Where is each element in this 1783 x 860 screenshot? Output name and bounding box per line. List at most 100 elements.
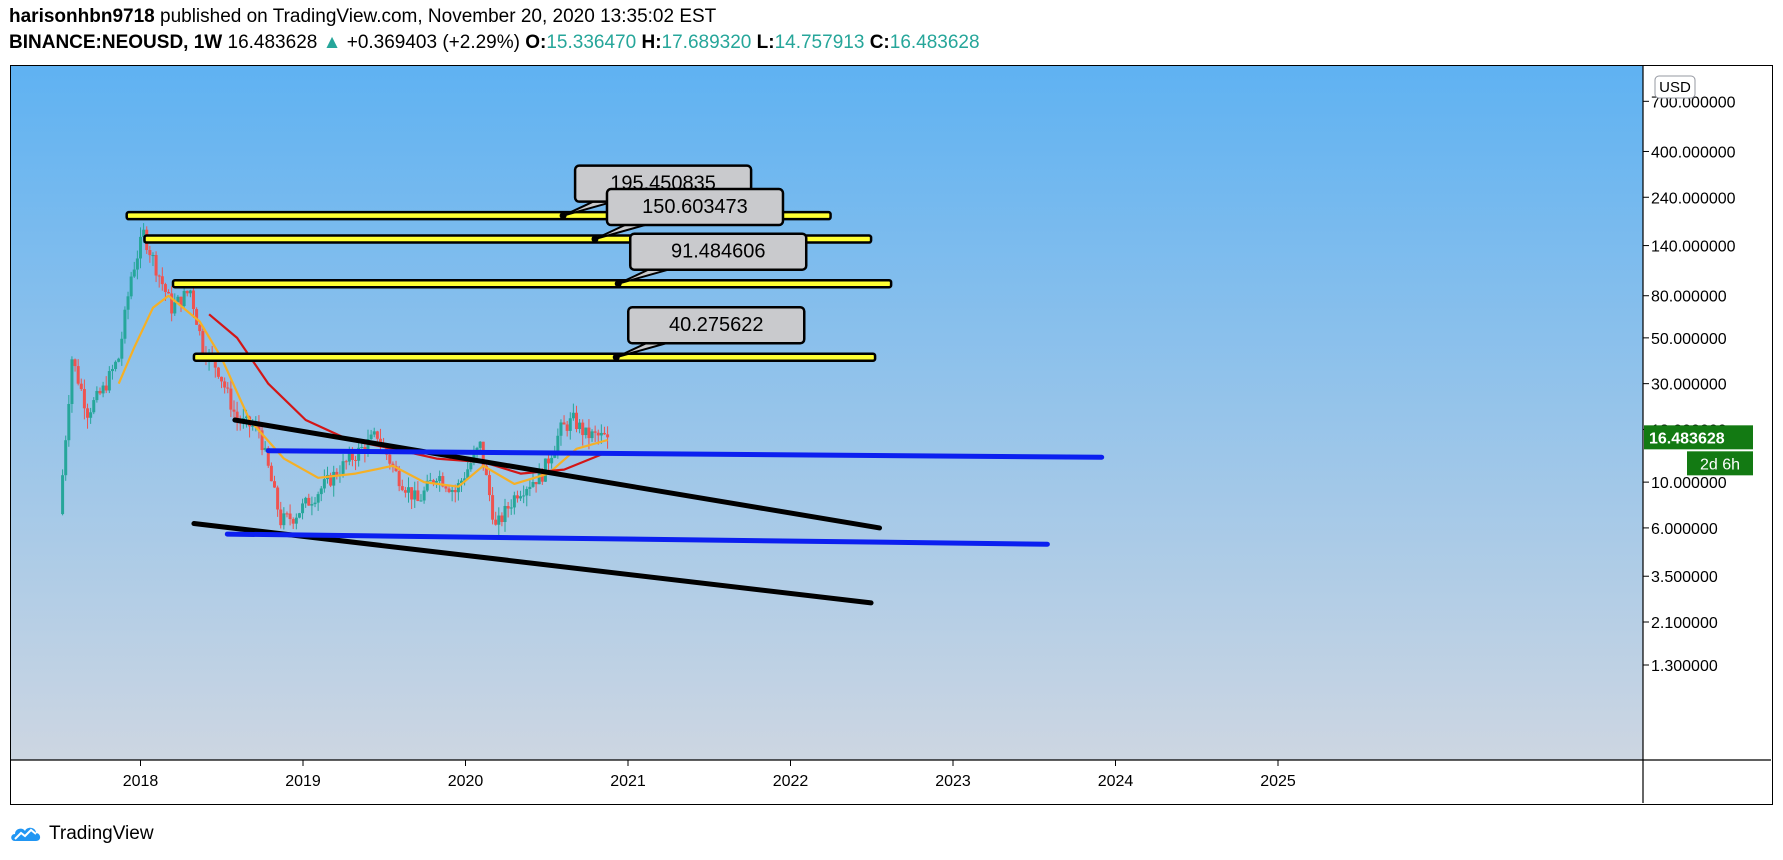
candle-body: [590, 431, 594, 439]
candle-body: [568, 418, 572, 431]
candle-body: [89, 412, 93, 418]
candle-body: [428, 480, 432, 482]
candle-body: [431, 480, 435, 483]
candle-body: [82, 389, 86, 409]
candle-body: [463, 478, 467, 481]
candle-body: [441, 476, 445, 487]
level-line[interactable]: [171, 278, 893, 289]
candle-body: [173, 302, 177, 314]
candle-body: [319, 488, 323, 495]
candle-body: [578, 422, 582, 430]
candle-body: [294, 517, 298, 524]
low-value: 14.757913: [774, 32, 865, 53]
level-callout[interactable]: [626, 305, 806, 345]
candle-body: [157, 275, 161, 277]
candle-body: [407, 487, 411, 493]
candle-body: [220, 376, 224, 382]
y-tick-label: 10.000000: [1651, 475, 1727, 492]
x-tick-label: 2021: [610, 773, 646, 790]
candle-body: [117, 358, 121, 362]
candle-body: [599, 432, 603, 436]
publish-line: harisonhbn9718 published on TradingView.…: [9, 6, 716, 28]
trendline-black[interactable]: [232, 417, 883, 531]
y-tick-label: 140.000000: [1651, 239, 1736, 256]
candle-body: [375, 431, 379, 439]
y-tick-label: 240.000000: [1651, 190, 1736, 207]
candle-body: [491, 495, 495, 520]
candle-body: [413, 490, 417, 500]
level-line[interactable]: [192, 352, 877, 362]
trendline-blue[interactable]: [265, 448, 1105, 460]
candle-body: [494, 519, 498, 525]
author-name[interactable]: harisonhbn9718: [9, 6, 155, 27]
moving-average-orange: [117, 294, 608, 488]
x-tick-label: 2022: [773, 773, 809, 790]
candle-body: [562, 422, 566, 425]
candle-body: [135, 258, 139, 270]
candle-body: [163, 284, 167, 292]
y-tick-label: 6.000000: [1651, 521, 1718, 538]
candle-body: [64, 440, 68, 476]
candle-body: [360, 446, 364, 448]
bar-countdown-label: 2d 6h: [1700, 456, 1740, 473]
y-tick-label: 50.000000: [1651, 331, 1727, 348]
candle-body: [104, 385, 108, 391]
candle-body: [522, 495, 526, 497]
candle-body: [459, 480, 463, 484]
candle-body: [500, 515, 504, 523]
candle-body: [304, 497, 308, 504]
tradingview-footer[interactable]: TradingView: [9, 820, 154, 848]
candle-body: [107, 371, 111, 391]
candle-body: [369, 434, 373, 440]
candle-body: [497, 515, 501, 525]
candle-body: [167, 291, 171, 294]
footer-brand: TradingView: [49, 823, 154, 844]
trendline-blue[interactable]: [224, 531, 1050, 547]
candle-body: [519, 496, 523, 499]
candle-body: [534, 482, 538, 485]
candle-body: [469, 463, 473, 470]
candle-body: [357, 447, 361, 461]
candle-body: [581, 422, 585, 436]
candle-body: [257, 424, 261, 431]
candle-body: [260, 430, 264, 451]
candle-body: [120, 338, 124, 359]
x-tick-label: 2020: [448, 773, 484, 790]
candle-body: [322, 479, 326, 489]
candle-body: [397, 471, 401, 487]
candle-body: [288, 513, 292, 520]
candle-body: [422, 490, 426, 501]
candle-body: [86, 408, 90, 418]
candle-body: [378, 438, 382, 444]
candle-body: [160, 276, 164, 285]
currency-badge[interactable]: [1654, 75, 1696, 99]
candle-body: [503, 506, 507, 523]
candle-body: [606, 434, 610, 438]
candle-body: [251, 425, 255, 427]
candle-body: [148, 250, 152, 256]
last-price-tag-label: 16.483628: [1649, 430, 1725, 447]
candle-body: [291, 519, 295, 524]
low-label: L:: [756, 32, 775, 53]
candle-body: [185, 290, 189, 294]
candle-body: [310, 504, 314, 506]
candle-body: [528, 486, 532, 489]
level-callout[interactable]: [605, 187, 785, 227]
candle-body: [453, 489, 457, 493]
chart-frame[interactable]: 195.450835 150.603473 91.484606 40.275622 2…: [10, 65, 1773, 805]
candle-body: [550, 457, 554, 464]
published-text: published on TradingView.com, November 2…: [154, 6, 717, 27]
high-value: 17.689320: [661, 32, 752, 53]
candle-body: [466, 469, 470, 479]
y-tick-label: 1.300000: [1651, 658, 1718, 675]
candle-body: [487, 475, 491, 496]
candle-body: [73, 359, 77, 367]
candle-body: [95, 390, 99, 401]
candle-body: [515, 495, 519, 499]
candle-body: [285, 513, 289, 515]
candle-body: [587, 427, 591, 439]
level-callout[interactable]: [628, 232, 808, 271]
candle-body: [223, 381, 227, 388]
y-tick-label: 2.100000: [1651, 615, 1718, 632]
